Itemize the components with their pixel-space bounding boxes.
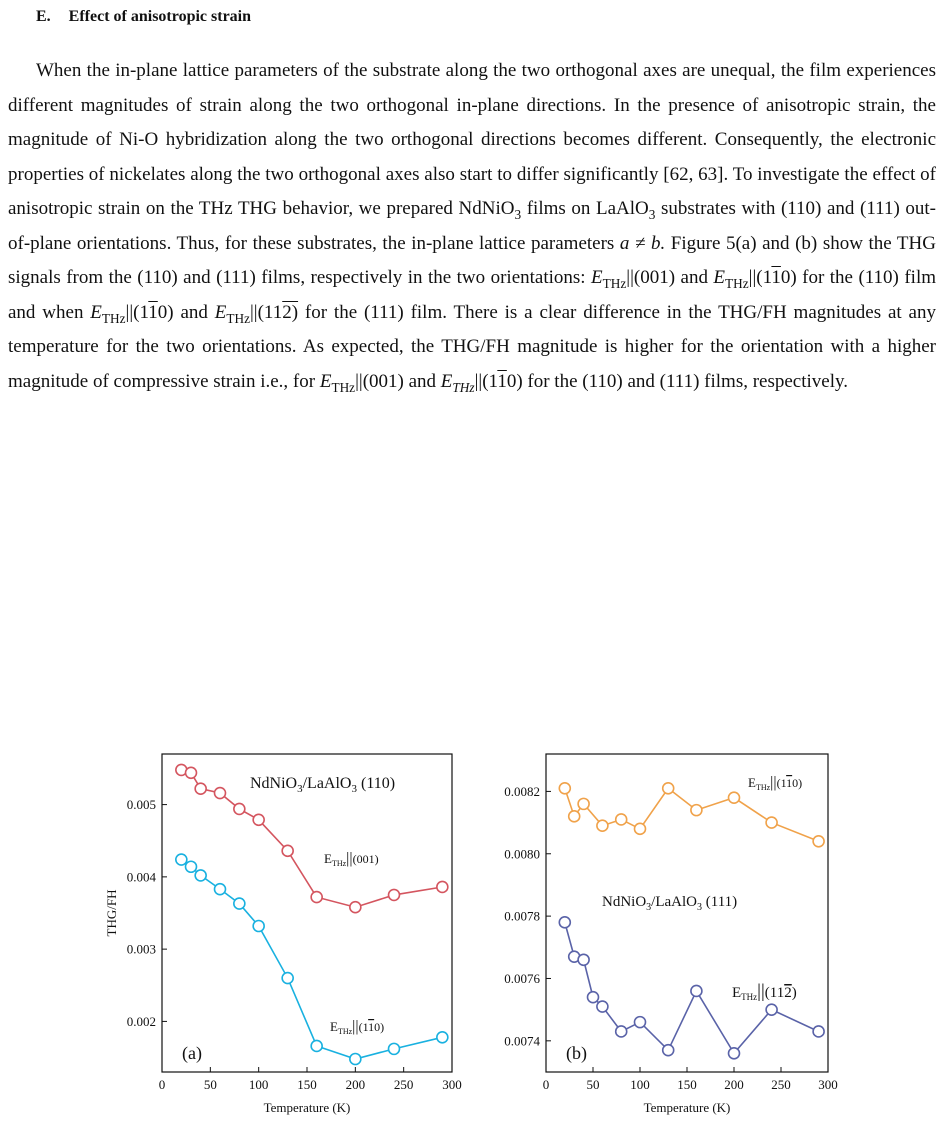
x-tick-label: 150 [297, 1077, 317, 1092]
y-tick-label: 0.003 [127, 942, 156, 957]
data-point [596, 1000, 609, 1013]
data-point [567, 810, 581, 823]
y-tick-label: 0.0082 [504, 784, 540, 799]
y-tick-label: 0.0080 [504, 846, 540, 861]
x-tick-label: 200 [724, 1077, 744, 1092]
x-axis-ticks: 0 50 100 150 200 250 300 [543, 1067, 838, 1092]
data-point [252, 919, 265, 933]
data-point [194, 869, 207, 882]
data-point [436, 880, 449, 894]
series-line-1 [564, 787, 819, 843]
data-point [175, 853, 188, 866]
y-tick-label: 0.002 [127, 1014, 156, 1029]
y-tick-label: 0.0078 [504, 909, 540, 924]
data-point [690, 984, 703, 998]
series-label-11-2: ETHz||(112) [732, 981, 797, 1002]
x-tick-label: 200 [346, 1077, 366, 1092]
data-point [690, 803, 703, 817]
x-tick-label: 250 [771, 1077, 791, 1092]
section-title: Effect of anisotropic strain [68, 8, 252, 25]
x-axis-label: Temperature (K) [644, 1100, 731, 1115]
data-point [586, 990, 600, 1004]
y-axis-ticks: 0.002 0.003 0.004 0.005 [127, 797, 167, 1029]
y-tick-label: 0.005 [127, 797, 156, 812]
y-axis-ticks: 0.0074 0.0076 0.0078 0.0080 0.0082 [504, 784, 551, 1048]
data-point [727, 791, 741, 804]
data-point [387, 888, 401, 902]
data-point [213, 882, 227, 896]
panel-label: (a) [182, 1043, 202, 1064]
data-point [252, 813, 265, 827]
data-point [765, 816, 778, 829]
series-label-1-10: ETHz||(110) [330, 1018, 384, 1036]
series-group [558, 781, 825, 1060]
data-point [596, 819, 609, 833]
y-tick-label: 0.0074 [504, 1033, 540, 1048]
data-point [727, 1046, 741, 1060]
data-point [213, 786, 227, 800]
y-tick-label: 0.0076 [504, 971, 540, 986]
x-tick-label: 100 [630, 1077, 650, 1092]
data-point [558, 781, 572, 795]
data-point [765, 1003, 778, 1016]
data-point [349, 900, 362, 914]
data-point [577, 953, 590, 967]
data-point [310, 890, 323, 904]
series-label-1-10: ETHz||(110) [748, 774, 802, 792]
data-point [233, 802, 246, 816]
x-tick-label: 0 [543, 1077, 550, 1092]
y-axis-label: THG/FH [104, 890, 119, 937]
data-point [633, 822, 647, 836]
x-tick-label: 50 [587, 1077, 600, 1092]
data-point [281, 971, 294, 985]
x-tick-label: 300 [818, 1077, 838, 1092]
chart-title: NdNiO3/LaAlO3 (110) [250, 775, 395, 795]
x-tick-label: 150 [677, 1077, 697, 1092]
x-axis-ticks: 0 50 100 150 200 250 300 [159, 1067, 462, 1092]
x-tick-label: 250 [394, 1077, 414, 1092]
data-point [184, 860, 198, 874]
figure-b-chart: 0.0074 0.0076 0.0078 0.0080 0.0082 0 50 100 150… [504, 753, 838, 1115]
x-tick-label: 0 [159, 1077, 166, 1092]
data-point [349, 1052, 362, 1066]
section-heading: E. Effect of anisotropic strain [36, 8, 251, 26]
data-point [614, 813, 628, 826]
data-point [194, 782, 207, 795]
series-label-001: ETHz||(001) [324, 850, 379, 868]
data-point [387, 1042, 401, 1056]
data-point [661, 1043, 675, 1057]
series-group [175, 763, 449, 1066]
data-point [310, 1039, 323, 1053]
x-tick-label: 100 [249, 1077, 269, 1092]
data-point [184, 766, 198, 780]
data-point [661, 781, 675, 795]
x-tick-label: 50 [204, 1077, 217, 1092]
data-point [812, 834, 825, 848]
data-point [633, 1015, 647, 1029]
x-axis-label: Temperature (K) [264, 1100, 351, 1115]
data-point [281, 844, 294, 858]
data-point [436, 1031, 449, 1044]
y-tick-label: 0.004 [127, 869, 157, 884]
data-point [812, 1025, 825, 1038]
data-point [558, 916, 572, 929]
x-tick-label: 300 [442, 1077, 462, 1092]
chart-title: NdNiO3/LaAlO3 (111) [602, 894, 737, 913]
section-number: E. [36, 8, 51, 25]
data-point [577, 797, 590, 811]
panel-label: (b) [566, 1043, 587, 1064]
data-point [233, 897, 246, 910]
body-paragraph: When the in-plane lattice parameters of … [8, 60, 937, 395]
data-point [614, 1025, 628, 1038]
